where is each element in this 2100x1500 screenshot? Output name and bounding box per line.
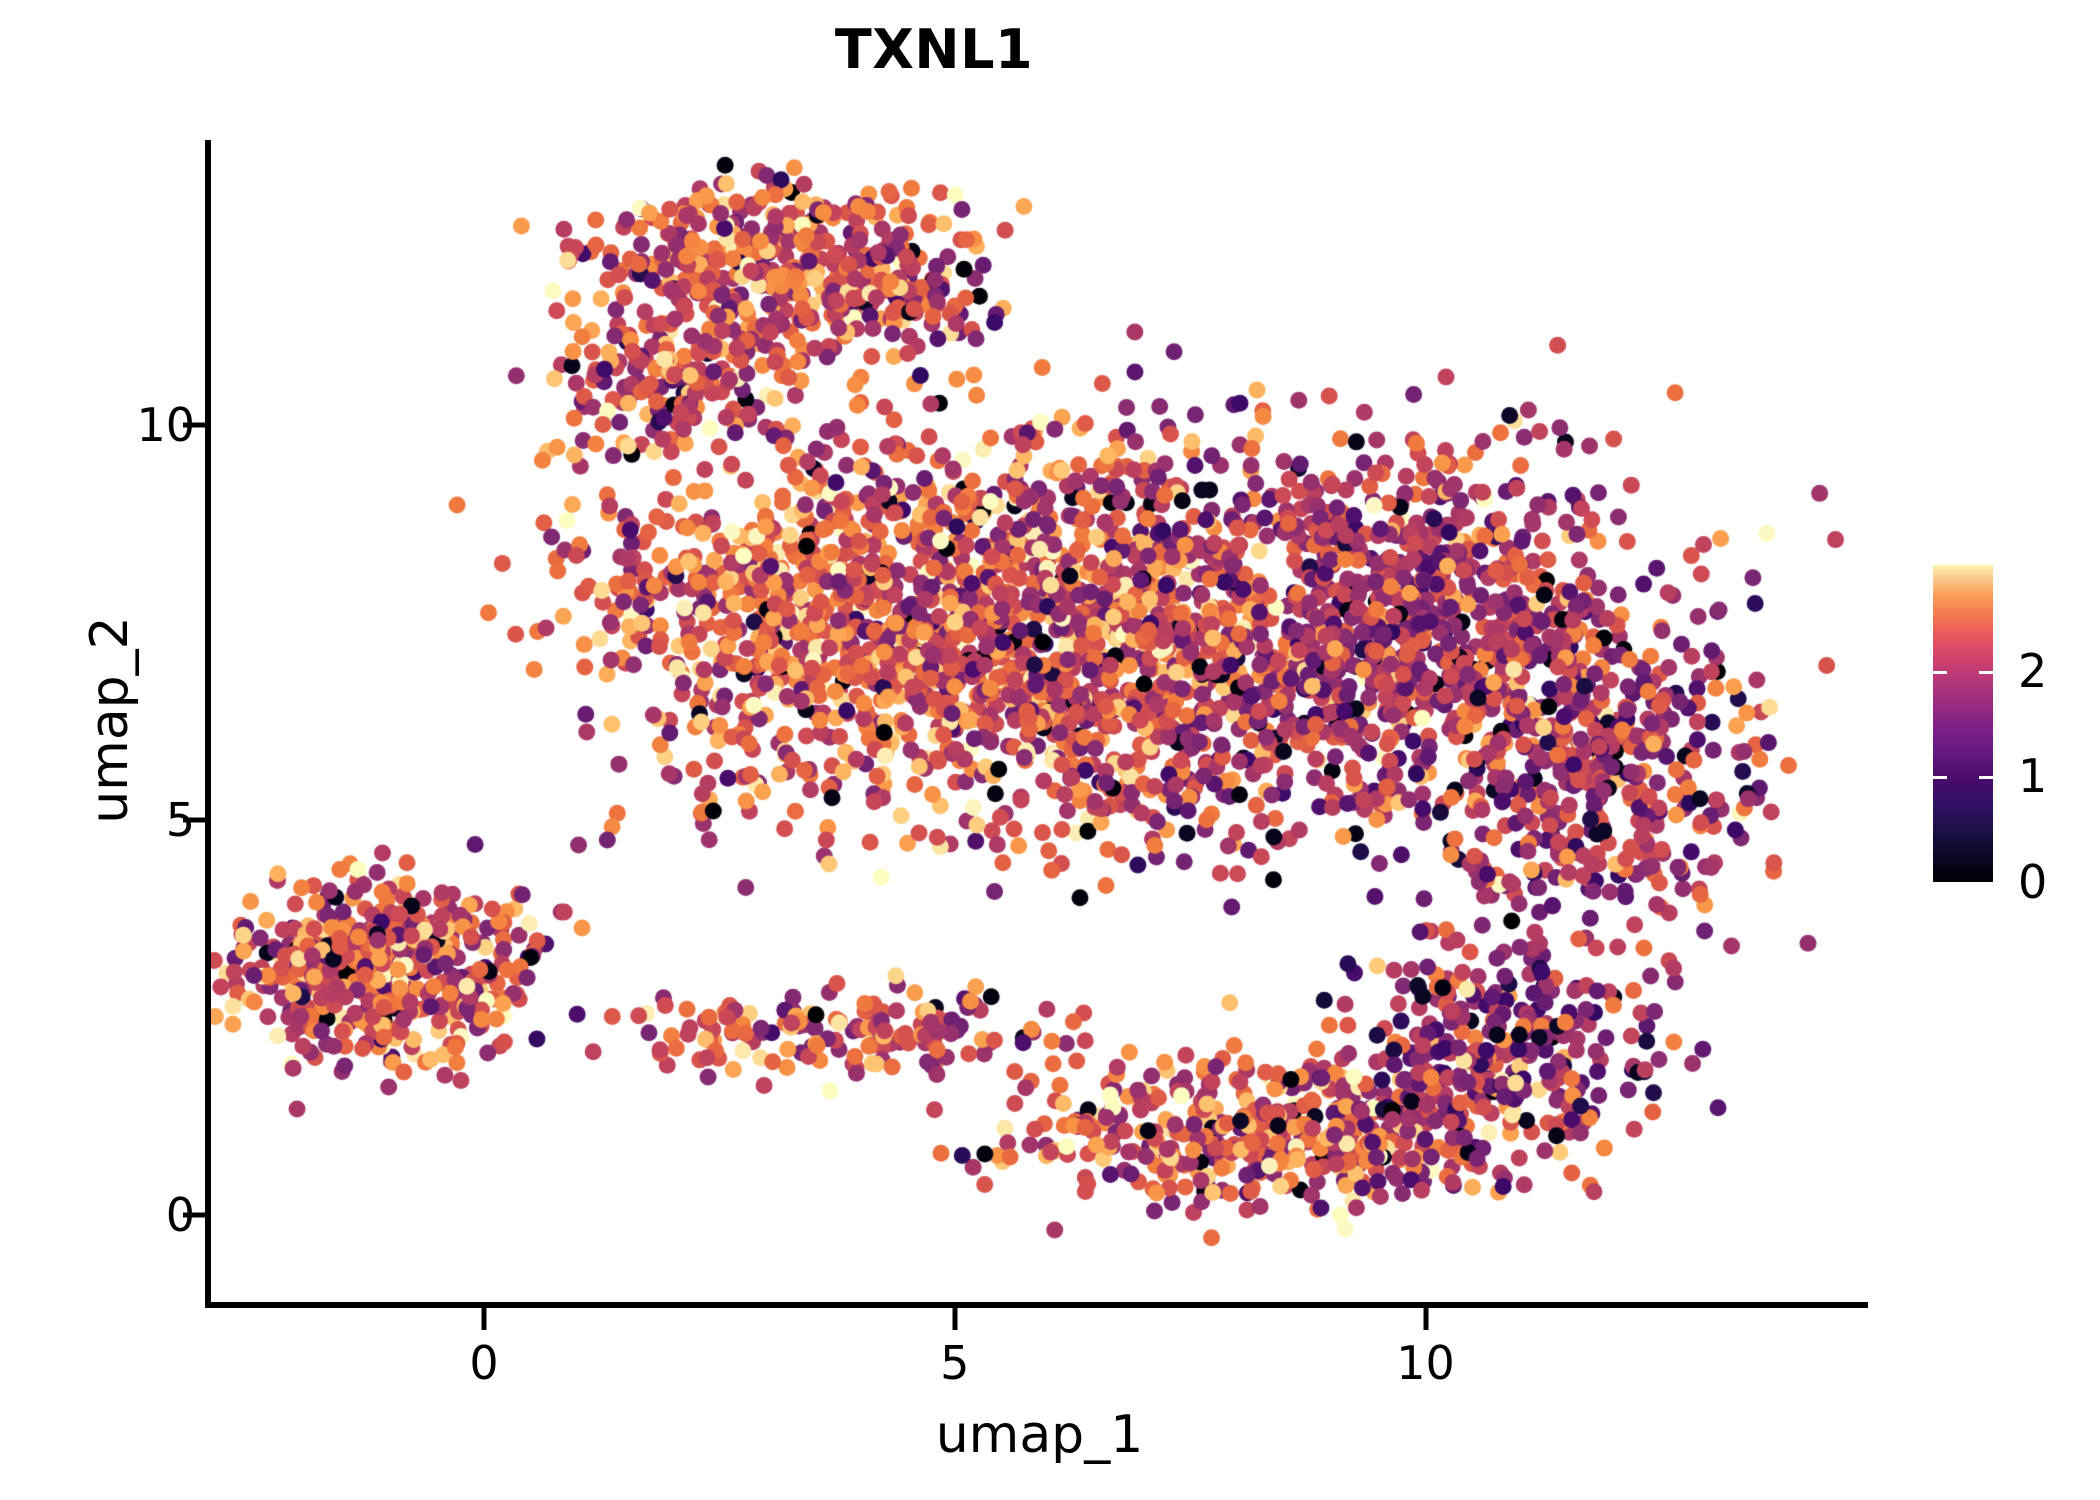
x-tick-label: 0 [469, 1336, 499, 1390]
y-tick-mark [183, 422, 205, 428]
colorbar [1933, 565, 1993, 882]
scatter-plot-area [211, 140, 1868, 1302]
colorbar-gradient [1933, 565, 1993, 882]
x-tick-mark [1423, 1308, 1428, 1330]
colorbar-tick-label: 2 [2018, 643, 2048, 698]
colorbar-tick-label: 1 [2018, 749, 2048, 804]
colorbar-tick-mark [1933, 882, 1947, 885]
colorbar-tick-mark [1933, 776, 1947, 780]
x-axis-label: umap_1 [935, 1405, 1144, 1465]
page-title: TXNL1 [834, 18, 1034, 81]
x-tick-mark [952, 1308, 958, 1330]
colorbar-tick-label: 0 [2018, 855, 2048, 909]
y-tick-label: 10 [136, 397, 195, 452]
y-tick-label: 0 [165, 1188, 195, 1243]
y-tick-mark [183, 817, 205, 823]
y-tick-mark [183, 1212, 205, 1218]
x-tick-mark [481, 1308, 487, 1330]
colorbar-tick-mark [1979, 670, 1993, 674]
x-axis-spine [205, 1302, 1868, 1308]
colorbar-tick-mark [1979, 776, 1993, 780]
x-tick-label: 10 [1396, 1336, 1455, 1390]
y-axis-label: umap_2 [80, 616, 140, 824]
x-tick-label: 5 [940, 1336, 970, 1390]
colorbar-tick-mark [1933, 670, 1947, 674]
colorbar-tick-mark [1979, 882, 1993, 885]
y-axis-spine [205, 140, 211, 1308]
y-tick-label: 5 [165, 792, 195, 847]
